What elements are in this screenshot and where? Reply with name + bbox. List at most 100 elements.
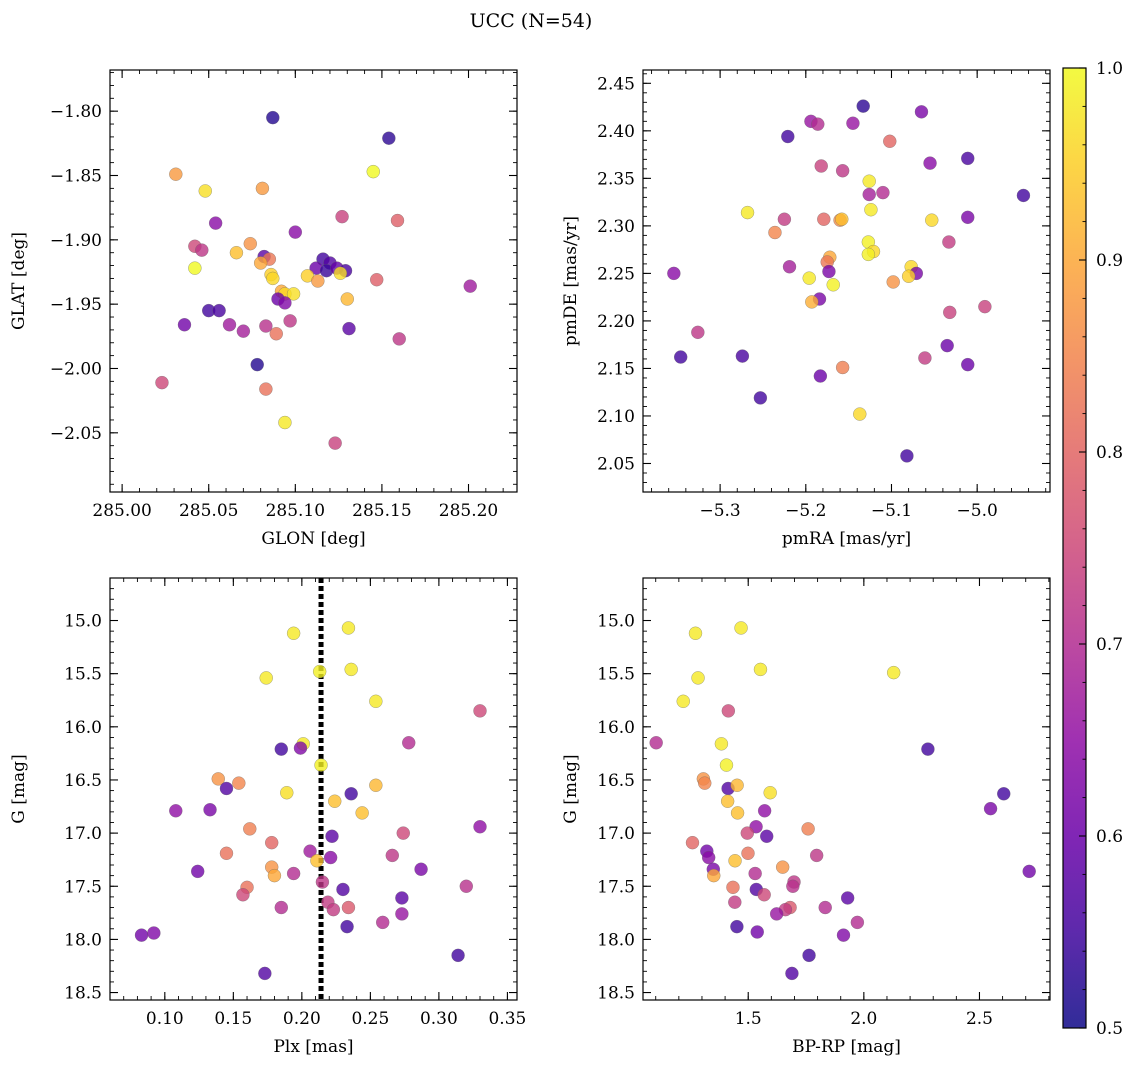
data-point bbox=[960, 151, 975, 166]
y-tick-label: −2.05 bbox=[50, 424, 102, 444]
x-axis-label: GLON [deg] bbox=[261, 529, 365, 549]
data-point bbox=[259, 382, 273, 396]
data-point bbox=[901, 269, 916, 283]
data-point bbox=[190, 864, 205, 879]
y-tick-label: 16.0 bbox=[64, 718, 102, 738]
data-point bbox=[835, 212, 849, 226]
data-point bbox=[177, 317, 192, 332]
data-point bbox=[720, 794, 735, 808]
data-point bbox=[719, 758, 734, 772]
y-tick-label: −1.85 bbox=[50, 167, 102, 187]
x-tick-label: 2.0 bbox=[850, 1009, 877, 1029]
data-point bbox=[473, 819, 487, 834]
data-point bbox=[817, 212, 831, 226]
data-point bbox=[328, 436, 342, 450]
y-axis-label: GLAT [deg] bbox=[9, 232, 29, 330]
x-tick-label: −5.1 bbox=[871, 501, 912, 521]
x-tick-label: 285.10 bbox=[266, 501, 325, 521]
data-point bbox=[840, 891, 855, 905]
data-point bbox=[396, 826, 411, 840]
data-point bbox=[740, 826, 755, 840]
colorbar-tick-label: 0.7 bbox=[1096, 635, 1123, 655]
data-point bbox=[311, 274, 325, 288]
data-point bbox=[325, 829, 339, 844]
y-tick-label: 18.5 bbox=[597, 984, 635, 1004]
data-point bbox=[344, 662, 358, 677]
data-point bbox=[960, 357, 975, 372]
data-point bbox=[392, 332, 406, 346]
data-point bbox=[691, 671, 705, 685]
y-tick-label: 2.30 bbox=[597, 217, 635, 237]
y-tick-label: 15.0 bbox=[597, 612, 635, 632]
data-point bbox=[1016, 188, 1031, 203]
data-point bbox=[236, 324, 251, 338]
data-point bbox=[250, 357, 264, 372]
y-tick-label: 17.5 bbox=[597, 877, 635, 897]
y-tick-label: 2.45 bbox=[597, 74, 635, 94]
data-point bbox=[326, 902, 341, 917]
data-point bbox=[274, 900, 289, 915]
x-tick-label: 0.20 bbox=[283, 1009, 321, 1029]
y-tick-label: 2.40 bbox=[597, 122, 635, 142]
plot-area bbox=[649, 621, 1036, 981]
data-point bbox=[757, 804, 772, 818]
data-point bbox=[232, 776, 246, 790]
colorbar-tick-label: 0.5 bbox=[1096, 1019, 1123, 1039]
data-point bbox=[414, 862, 428, 877]
data-point bbox=[814, 159, 828, 173]
x-tick-label: 0.25 bbox=[351, 1009, 389, 1029]
data-point bbox=[786, 879, 800, 894]
data-point bbox=[861, 247, 876, 262]
data-point bbox=[341, 900, 356, 915]
data-point bbox=[198, 184, 213, 198]
y-tick-label: 17.5 bbox=[64, 877, 102, 897]
data-point bbox=[219, 846, 234, 861]
y-tick-label: 2.15 bbox=[597, 359, 635, 379]
data-point bbox=[286, 287, 301, 301]
data-point bbox=[473, 704, 487, 718]
x-tick-label: −5.0 bbox=[957, 501, 998, 521]
data-point bbox=[759, 829, 774, 844]
y-axis-label: G [mag] bbox=[561, 754, 581, 823]
data-point bbox=[314, 758, 328, 772]
data-point bbox=[315, 875, 330, 889]
data-point bbox=[822, 264, 836, 279]
data-point bbox=[266, 271, 280, 286]
data-point bbox=[344, 787, 358, 801]
data-point bbox=[721, 704, 736, 718]
colorbar-tick-label: 0.6 bbox=[1096, 827, 1123, 847]
axes-frame bbox=[109, 69, 518, 493]
data-point bbox=[336, 882, 350, 897]
data-point bbox=[983, 801, 998, 816]
data-point bbox=[288, 225, 303, 239]
data-point bbox=[768, 225, 782, 240]
data-point bbox=[676, 694, 690, 709]
data-point bbox=[728, 895, 742, 909]
data-point bbox=[264, 835, 279, 850]
data-point bbox=[286, 626, 301, 641]
data-point bbox=[730, 806, 745, 820]
data-point bbox=[781, 129, 795, 144]
x-tick-label: 2.5 bbox=[966, 1009, 993, 1029]
data-point bbox=[707, 868, 721, 883]
plot-area bbox=[155, 110, 477, 450]
data-point bbox=[236, 888, 250, 902]
x-axis-label: BP-RP [mag] bbox=[792, 1037, 901, 1057]
y-tick-label: 15.0 bbox=[64, 612, 102, 632]
colorbar-gradient bbox=[1063, 68, 1086, 1028]
data-point bbox=[753, 662, 768, 677]
data-point bbox=[811, 117, 825, 131]
x-tick-label: 1.5 bbox=[735, 1009, 762, 1029]
colorbar-tick-label: 0.9 bbox=[1096, 251, 1123, 271]
data-point bbox=[342, 321, 356, 336]
panel-glon-glat: 285.00 285.05 285.10 285.15 285.20 −2.05 −2.00… bbox=[9, 69, 518, 549]
data-point bbox=[942, 235, 956, 249]
colorbar-frame bbox=[1062, 67, 1087, 1029]
data-point bbox=[286, 866, 301, 881]
data-point bbox=[269, 327, 284, 341]
data-point bbox=[340, 919, 354, 934]
data-point bbox=[785, 966, 799, 981]
data-point bbox=[303, 844, 317, 858]
data-point bbox=[208, 216, 223, 230]
data-point bbox=[169, 804, 183, 818]
